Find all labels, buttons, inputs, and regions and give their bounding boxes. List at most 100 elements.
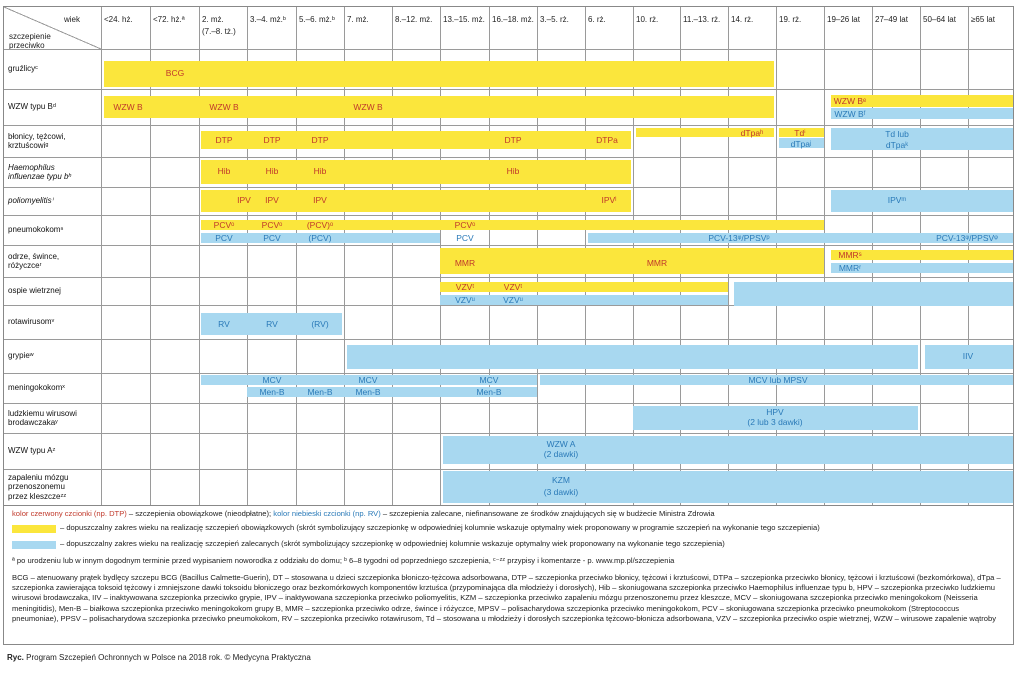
- row-label: ospie wietrznej: [8, 286, 61, 296]
- column-header: 2. mż.: [202, 15, 224, 24]
- header-col2-sub: (7.–8. tż.): [202, 27, 236, 36]
- row-label: krztuścowiᵍ: [8, 141, 49, 150]
- mandatory-range-bar: [104, 61, 774, 87]
- vaccine-label-dtpa_b: dTpaʲ: [790, 139, 812, 149]
- grid-vline: [199, 7, 200, 505]
- vaccine-label-pcv_b4: PCV: [456, 233, 474, 243]
- column-header: 19–26 lat: [827, 15, 860, 24]
- vaccine-label-vzv_b1: VZVᵘ: [455, 295, 475, 305]
- legend-red-desc: – szczepienia obowiązkowe (nieodpłatne);: [126, 509, 274, 518]
- mandatory-range-bar: [831, 95, 1013, 107]
- row-label: przenoszonemu: [8, 482, 65, 492]
- vaccine-label-kzm2: (3 dawki): [543, 487, 579, 497]
- grid-vline: [296, 7, 297, 505]
- vaccine-label-ipv3: IPV: [313, 195, 327, 205]
- vaccine-label-pcv_b1: PCV: [215, 233, 233, 243]
- grid-vline: [247, 7, 248, 505]
- vaccine-label-pcv13_2: PCV-13ᵠ/PPSVᵠ: [936, 233, 998, 243]
- column-header: 8.–12. mż.: [395, 15, 433, 24]
- row-label: ludzkiemu wirusowi: [8, 408, 77, 418]
- row-label: grypieʷ: [8, 351, 34, 361]
- grid-hline: [4, 469, 1013, 470]
- grid-hline: [4, 433, 1013, 434]
- vaccine-label-rv2: RV: [266, 319, 278, 329]
- vaccine-label-mcv3: MCV: [479, 375, 499, 385]
- column-header: 19. rż.: [779, 15, 802, 24]
- legend-blue-swatch: [12, 541, 56, 549]
- grid-hline: [4, 215, 1013, 216]
- vaccine-label-vzv_b2: VZVᵘ: [503, 295, 523, 305]
- recommended-range-bar: [633, 406, 918, 430]
- recommended-range-bar: [831, 128, 1013, 150]
- vaccine-label-wzwb_adult_y: WZW Bᵉ: [833, 96, 867, 106]
- mandatory-range-bar: [831, 250, 1013, 260]
- vaccine-label-mcv_lub: MCV lub MPSV: [748, 375, 808, 385]
- vaccine-label-mmr_adult_b: MMRʳ: [838, 263, 862, 273]
- vaccine-label-hpv2: (2 lub 3 dawki): [747, 417, 803, 427]
- grid-hline: [4, 373, 1013, 374]
- vaccine-label-pcv_y2: PCVᵒ: [261, 220, 283, 230]
- legend-red-text: kolor czerwony czcionki (np. DTP): [12, 509, 127, 518]
- column-header: 27–49 lat: [875, 15, 908, 24]
- grid-vline: [150, 7, 151, 505]
- vaccine-label-mmr_adult_y: MMRˢ: [838, 250, 862, 260]
- vaccine-label-menb4: Men-B: [476, 387, 502, 397]
- row-label: influenzae typu bʰ: [8, 172, 71, 181]
- grid-hline: [4, 49, 1013, 50]
- row-label: Haemophilus: [8, 162, 55, 172]
- grid-vline: [101, 7, 102, 505]
- recommended-range-bar: [247, 387, 537, 397]
- recommended-range-bar: [831, 190, 1013, 212]
- recommended-range-bar: [201, 233, 440, 243]
- mandatory-range-bar: [636, 128, 774, 137]
- vaccine-label-wzwb3: WZW B: [353, 102, 383, 112]
- header-diagonal: [4, 7, 101, 49]
- vaccine-label-hib3: Hib: [313, 166, 327, 176]
- vaccine-label-dtp3: DTP: [311, 135, 329, 145]
- vaccine-label-td: Tdⁱ: [794, 128, 806, 138]
- recommended-range-bar: [831, 108, 1013, 119]
- row-label: poliomyelitisⁱ: [8, 196, 53, 206]
- column-header: ≥65 lat: [971, 15, 995, 24]
- row-label: WZW typu Aᶻ: [8, 446, 56, 456]
- vaccination-schedule-table: wiek szczepienie przeciwko <24. hż.<72. …: [3, 6, 1014, 506]
- vaccine-label-dtpa_teen: dTpaʰ: [740, 128, 764, 138]
- recommended-range-bar: [588, 233, 1013, 243]
- vaccine-label-wzwb1: WZW B: [113, 102, 143, 112]
- vaccine-label-hib1: Hib: [217, 166, 231, 176]
- column-header: 50–64 lat: [923, 15, 956, 24]
- vaccine-label-pcv_b2: PCV: [263, 233, 281, 243]
- recommended-range-bar: [831, 263, 1013, 273]
- recommended-range-bar: [734, 282, 1013, 306]
- grid-hline: [4, 403, 1013, 404]
- column-header: 14. rż.: [731, 15, 754, 24]
- recommended-range-bar: [201, 313, 342, 335]
- column-header: 10. rż.: [636, 15, 659, 24]
- vaccine-label-hpv1: HPV: [766, 407, 784, 417]
- row-label: WZW typu Bᵈ: [8, 102, 56, 112]
- vaccine-label-rv3: (RV): [311, 319, 329, 329]
- legend-yellow-desc: – dopuszczalny zakres wieku na realizacj…: [60, 523, 820, 532]
- grid-hline: [4, 245, 1013, 246]
- grid-hline: [4, 305, 1013, 306]
- legend-footnote: ª po urodzeniu lub w innym dogodnym term…: [12, 556, 675, 565]
- vaccine-label-ipv4: IPVˡ: [601, 195, 617, 205]
- vaccine-label-ipv1: IPV: [237, 195, 251, 205]
- recommended-range-bar: [443, 436, 1013, 464]
- grid-hline: [4, 157, 1013, 158]
- vaccine-label-hib2: Hib: [265, 166, 279, 176]
- row-label: pneumokokomⁿ: [8, 225, 64, 235]
- column-header: 5.–6. mż.ᵇ: [299, 15, 335, 24]
- vaccine-label-pcv_y1: PCVᵒ: [213, 220, 235, 230]
- recommended-range-bar: [201, 375, 537, 385]
- vaccine-label-mmr1: MMR: [454, 258, 476, 268]
- recommended-range-bar: [347, 345, 918, 369]
- legend-blue-text: kolor niebieski czcionki (np. RV): [273, 509, 381, 518]
- grid-vline: [344, 7, 345, 505]
- grid-hline: [4, 339, 1013, 340]
- vaccine-label-iiv: IIV: [962, 351, 974, 361]
- vaccine-label-mcv2: MCV: [358, 375, 378, 385]
- vaccine-label-pcv_b3: (PCV): [308, 233, 332, 243]
- row-label: odrze, śwince,: [8, 251, 60, 261]
- vaccine-label-hib4: Hib: [506, 166, 520, 176]
